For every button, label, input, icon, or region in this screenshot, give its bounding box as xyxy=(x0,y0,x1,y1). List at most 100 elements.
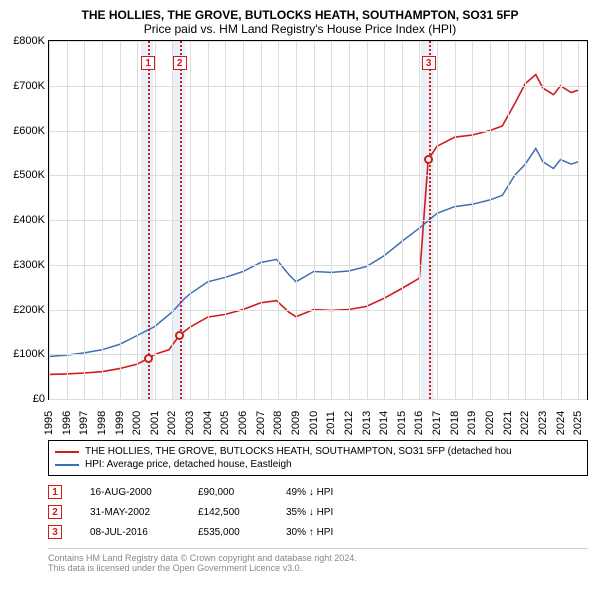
x-axis-label: 1996 xyxy=(61,411,73,435)
legend-swatch xyxy=(55,464,79,466)
x-axis-label: 2019 xyxy=(466,411,478,435)
events-table: 116-AUG-2000£90,00049% ↓ HPI231-MAY-2002… xyxy=(48,482,588,542)
event-price: £90,000 xyxy=(198,487,258,498)
subtitle: Price paid vs. HM Land Registry's House … xyxy=(0,22,600,40)
gridline-v xyxy=(102,41,103,399)
event-price: £142,500 xyxy=(198,507,258,518)
marker-dot xyxy=(175,331,184,340)
event-marker-box: 2 xyxy=(48,505,62,519)
gridline-h xyxy=(49,41,587,42)
legend-swatch xyxy=(55,451,79,453)
event-row: 116-AUG-2000£90,00049% ↓ HPI xyxy=(48,482,588,502)
legend-item-price-paid: THE HOLLIES, THE GROVE, BUTLOCKS HEATH, … xyxy=(55,445,581,458)
x-axis-label: 2012 xyxy=(343,411,355,435)
x-axis-label: 1995 xyxy=(43,411,55,435)
gridline-v xyxy=(525,41,526,399)
gridline-v xyxy=(67,41,68,399)
gridline-v xyxy=(172,41,173,399)
y-axis-label: £0 xyxy=(33,393,49,405)
x-axis-label: 2004 xyxy=(202,411,214,435)
gridline-h xyxy=(49,86,587,87)
marker-box: 2 xyxy=(173,56,187,70)
x-axis-label: 2018 xyxy=(449,411,461,435)
gridline-v xyxy=(84,41,85,399)
event-row: 3 08-JUL-2016 £535,000 30% ↑ HPI xyxy=(48,522,588,542)
gridline-v xyxy=(296,41,297,399)
gridline-v xyxy=(278,41,279,399)
gridline-h xyxy=(49,399,587,400)
x-axis-label: 2006 xyxy=(237,411,249,435)
gridline-v xyxy=(419,41,420,399)
gridline-v xyxy=(367,41,368,399)
gridline-v xyxy=(190,41,191,399)
gridline-h xyxy=(49,131,587,132)
x-axis-label: 2022 xyxy=(519,411,531,435)
gridline-v xyxy=(331,41,332,399)
x-axis-label: 2005 xyxy=(219,411,231,435)
event-date: 31-MAY-2002 xyxy=(90,507,170,518)
gridline-h xyxy=(49,220,587,221)
gridline-v xyxy=(49,41,50,399)
marker-box: 3 xyxy=(422,56,436,70)
y-axis-label: £400K xyxy=(13,214,49,226)
event-price: £535,000 xyxy=(198,527,258,538)
gridline-v xyxy=(243,41,244,399)
x-axis-label: 2008 xyxy=(272,411,284,435)
gridline-h xyxy=(49,265,587,266)
x-axis-label: 1997 xyxy=(78,411,90,435)
gridline-v xyxy=(208,41,209,399)
chart-plot-area: £0£100K£200K£300K£400K£500K£600K£700K£80… xyxy=(48,40,588,400)
x-axis-label: 2017 xyxy=(431,411,443,435)
y-axis-label: £100K xyxy=(13,348,49,360)
footer-line: This data is licensed under the Open Gov… xyxy=(48,563,588,573)
gridline-v xyxy=(155,41,156,399)
gridline-v xyxy=(120,41,121,399)
gridline-h xyxy=(49,354,587,355)
x-axis-label: 2015 xyxy=(396,411,408,435)
event-delta: 30% ↑ HPI xyxy=(286,527,333,538)
gridline-v xyxy=(384,41,385,399)
x-axis-label: 2023 xyxy=(537,411,549,435)
gridline-v xyxy=(402,41,403,399)
event-marker-box: 3 xyxy=(48,525,62,539)
y-axis-label: £200K xyxy=(13,304,49,316)
x-axis-label: 2021 xyxy=(502,411,514,435)
gridline-h xyxy=(49,175,587,176)
x-axis-label: 2014 xyxy=(378,411,390,435)
y-axis-label: £600K xyxy=(13,125,49,137)
x-axis-label: 2003 xyxy=(184,411,196,435)
marker-line xyxy=(429,41,431,399)
x-axis-label: 2000 xyxy=(131,411,143,435)
event-delta: 35% ↓ HPI xyxy=(286,507,333,518)
x-axis-label: 2016 xyxy=(413,411,425,435)
legend-item-hpi: HPI: Average price, detached house, East… xyxy=(55,458,581,471)
gridline-v xyxy=(437,41,438,399)
gridline-v xyxy=(578,41,579,399)
x-axis-label: 2024 xyxy=(555,411,567,435)
attribution-footer: Contains HM Land Registry data © Crown c… xyxy=(48,548,588,573)
gridline-v xyxy=(543,41,544,399)
legend-label: HPI: Average price, detached house, East… xyxy=(85,459,292,470)
marker-box: 1 xyxy=(141,56,155,70)
y-axis-label: £500K xyxy=(13,169,49,181)
x-axis-label: 2007 xyxy=(255,411,267,435)
x-axis-label: 1999 xyxy=(114,411,126,435)
event-date: 08-JUL-2016 xyxy=(90,527,170,538)
x-axis-label: 2013 xyxy=(361,411,373,435)
y-axis-label: £700K xyxy=(13,80,49,92)
gridline-v xyxy=(225,41,226,399)
x-axis-label: 2009 xyxy=(290,411,302,435)
gridline-v xyxy=(314,41,315,399)
x-axis-label: 2020 xyxy=(484,411,496,435)
y-axis-label: £300K xyxy=(13,259,49,271)
event-row: 2 31-MAY-2002 £142,500 35% ↓ HPI xyxy=(48,502,588,522)
marker-line xyxy=(148,41,150,399)
chart-container: THE HOLLIES, THE GROVE, BUTLOCKS HEATH, … xyxy=(0,0,600,590)
x-axis-label: 2002 xyxy=(166,411,178,435)
event-date: 16-AUG-2000 xyxy=(90,487,170,498)
gridline-v xyxy=(455,41,456,399)
y-axis-label: £800K xyxy=(13,35,49,47)
marker-dot xyxy=(144,354,153,363)
gridline-v xyxy=(472,41,473,399)
gridline-v xyxy=(508,41,509,399)
